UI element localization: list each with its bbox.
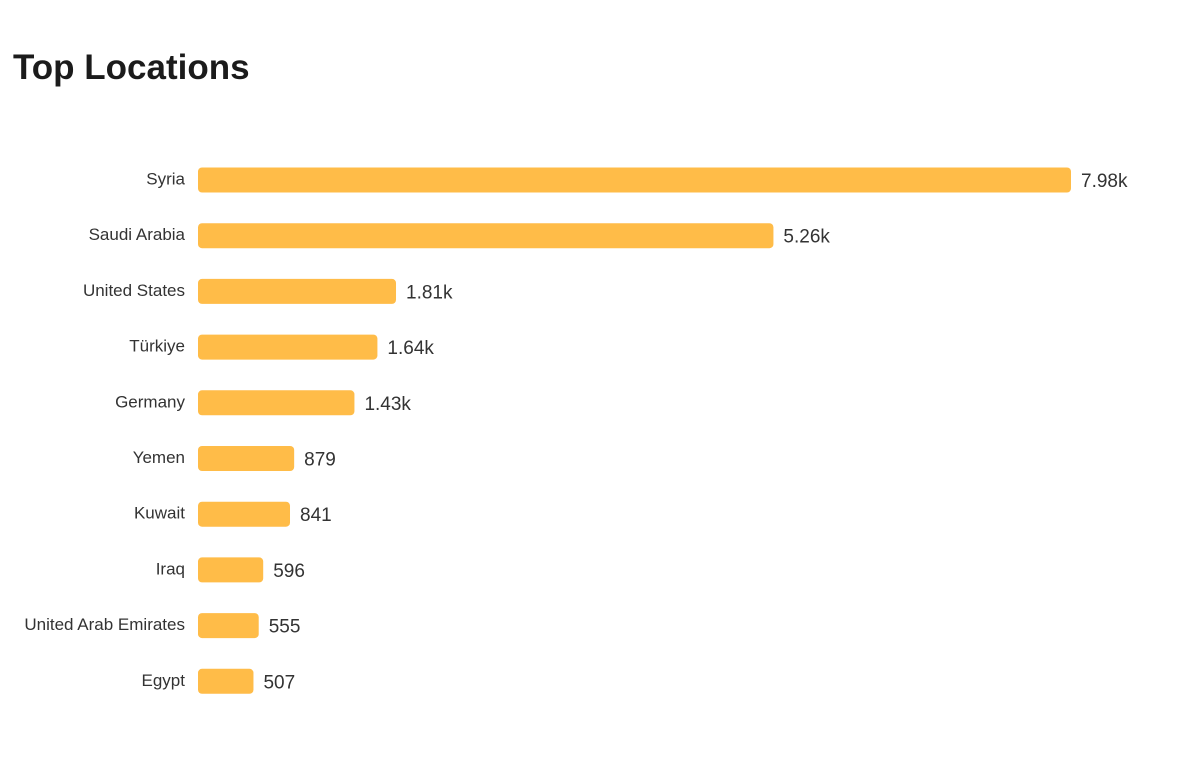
value-label: 555 xyxy=(269,617,301,638)
category-label: Türkiye xyxy=(129,337,185,356)
bar[interactable] xyxy=(198,446,295,471)
bar[interactable] xyxy=(198,334,378,360)
bar[interactable] xyxy=(198,278,397,304)
value-label: 1.81k xyxy=(406,282,453,303)
category-label: United Arab Emirates xyxy=(24,615,185,634)
category-label: Syria xyxy=(146,169,185,188)
bar[interactable] xyxy=(198,501,291,527)
category-label: Saudi Arabia xyxy=(89,225,186,244)
value-label: 507 xyxy=(263,672,295,693)
bar[interactable] xyxy=(198,390,355,416)
category-label: Germany xyxy=(115,392,185,411)
value-label: 1.64k xyxy=(387,338,434,359)
category-label: United States xyxy=(83,281,185,300)
value-label: 879 xyxy=(304,450,336,471)
value-label: 1.43k xyxy=(364,394,411,415)
page-title: Top Locations xyxy=(13,48,250,87)
bar[interactable] xyxy=(198,557,264,583)
bar[interactable] xyxy=(198,613,259,639)
bar[interactable] xyxy=(198,668,254,694)
value-label: 7.98k xyxy=(1081,171,1128,192)
value-label: 5.26k xyxy=(783,227,830,248)
category-label: Iraq xyxy=(156,559,185,578)
category-label: Kuwait xyxy=(134,504,185,523)
category-label: Yemen xyxy=(133,448,185,467)
bar[interactable] xyxy=(198,167,1071,193)
category-label: Egypt xyxy=(142,671,186,690)
bar[interactable] xyxy=(198,223,774,249)
value-label: 841 xyxy=(300,505,332,526)
value-label: 596 xyxy=(273,561,305,582)
